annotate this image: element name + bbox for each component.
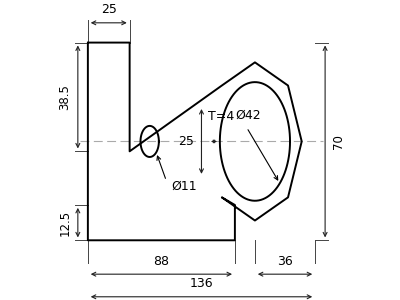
Text: 38.5: 38.5 xyxy=(58,84,71,110)
Text: 36: 36 xyxy=(277,255,293,268)
Text: Ø11: Ø11 xyxy=(172,180,197,193)
Text: 88: 88 xyxy=(153,255,169,268)
Text: 12.5: 12.5 xyxy=(58,210,71,236)
Text: Ø42: Ø42 xyxy=(236,109,261,122)
Text: 25: 25 xyxy=(101,3,117,16)
Text: T=4: T=4 xyxy=(208,110,234,122)
Text: 25: 25 xyxy=(178,135,194,148)
Text: 70: 70 xyxy=(332,134,344,149)
Text: 136: 136 xyxy=(190,277,213,290)
